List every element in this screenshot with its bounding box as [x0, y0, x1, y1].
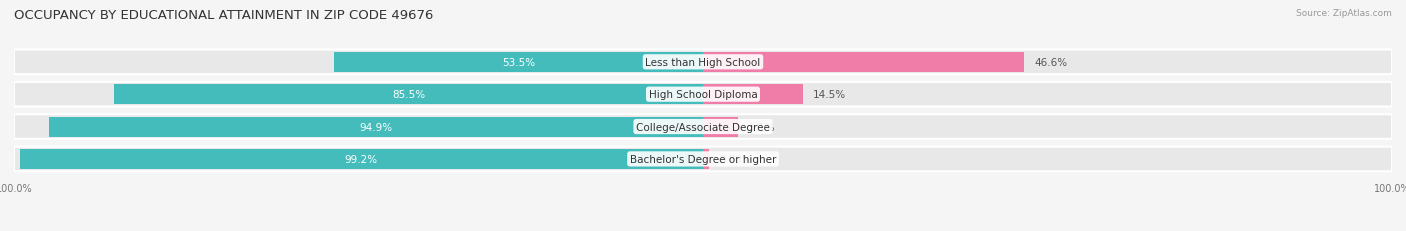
Bar: [703, 149, 709, 169]
Text: 46.6%: 46.6%: [1035, 58, 1067, 67]
Text: Bachelor's Degree or higher: Bachelor's Degree or higher: [630, 154, 776, 164]
Bar: [49, 117, 703, 137]
Legend: Owner-occupied, Renter-occupied: Owner-occupied, Renter-occupied: [591, 229, 815, 231]
Text: OCCUPANCY BY EDUCATIONAL ATTAINMENT IN ZIP CODE 49676: OCCUPANCY BY EDUCATIONAL ATTAINMENT IN Z…: [14, 9, 433, 22]
Bar: [703, 85, 803, 105]
Text: Less than High School: Less than High School: [645, 58, 761, 67]
Text: 99.2%: 99.2%: [344, 154, 378, 164]
Text: High School Diploma: High School Diploma: [648, 90, 758, 100]
Text: 5.1%: 5.1%: [748, 122, 775, 132]
Bar: [20, 149, 703, 169]
Text: 53.5%: 53.5%: [502, 58, 536, 67]
Bar: [703, 52, 1024, 73]
Bar: [114, 85, 703, 105]
Text: 85.5%: 85.5%: [392, 90, 425, 100]
FancyBboxPatch shape: [14, 147, 1392, 171]
Text: 14.5%: 14.5%: [813, 90, 846, 100]
Text: 94.9%: 94.9%: [360, 122, 392, 132]
Bar: [703, 117, 738, 137]
Bar: [335, 52, 703, 73]
FancyBboxPatch shape: [14, 50, 1392, 75]
FancyBboxPatch shape: [14, 115, 1392, 139]
Text: 0.83%: 0.83%: [718, 154, 752, 164]
Text: Source: ZipAtlas.com: Source: ZipAtlas.com: [1296, 9, 1392, 18]
FancyBboxPatch shape: [14, 82, 1392, 107]
Text: College/Associate Degree: College/Associate Degree: [636, 122, 770, 132]
